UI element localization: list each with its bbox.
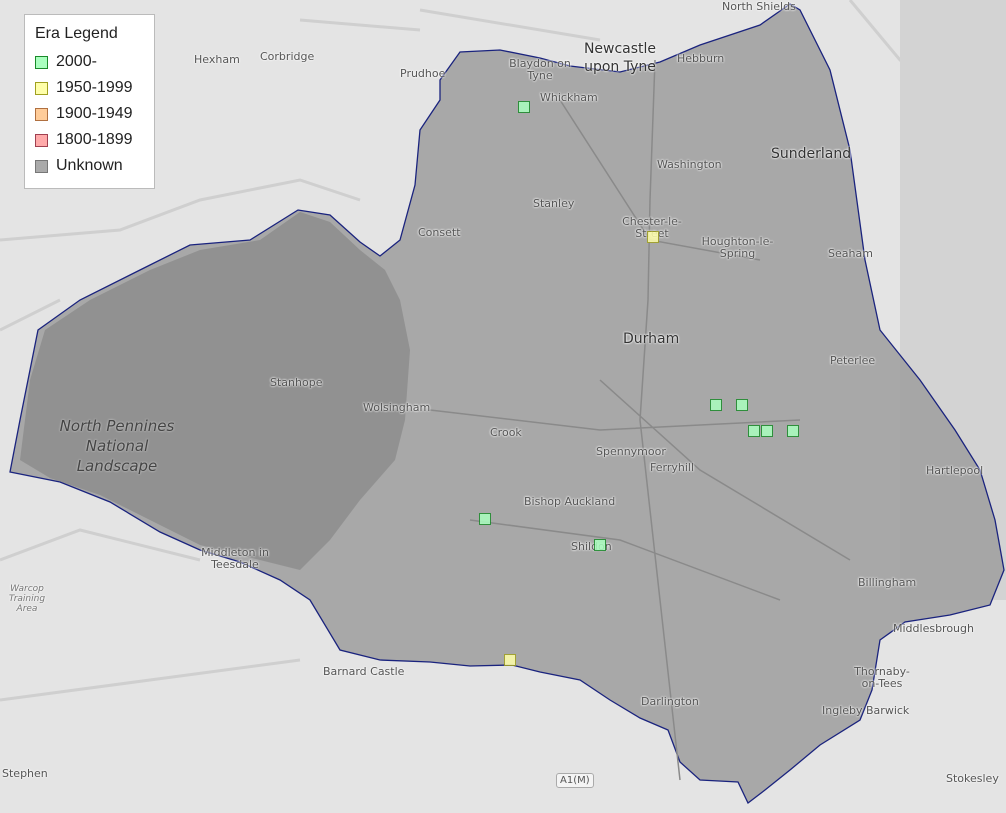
place-label: Hartlepool [926,464,984,477]
legend-title: Era Legend [35,25,118,42]
legend-label: 1950-1999 [56,79,133,96]
era-legend: Era Legend 2000- 1950-1999 1900-1949 180… [24,14,155,189]
legend-swatch [35,107,48,121]
place-label: Sunderland [771,146,852,162]
place-label: Middleton in Teesdale [201,546,269,571]
marker-2000[interactable] [518,101,530,113]
legend-label: 2000- [56,53,97,70]
place-label: North Shields [722,0,796,13]
place-label: Stokesley [946,772,999,785]
place-label: Hebburn [677,52,725,65]
legend-label: 1900-1949 [56,105,133,122]
place-label: Whickham [540,91,598,104]
national-park-area [20,212,410,570]
legend-item-1900-1949: 1900-1949 [35,101,144,127]
place-label: Hexham [194,53,240,66]
place-label: Houghton-le-Spring [701,235,774,260]
place-label: Ferryhill [650,461,694,474]
legend-swatch [35,81,48,95]
legend-item-2000: 2000- [35,49,144,75]
marker-1950-1999[interactable] [647,231,659,243]
legend-label: 1800-1899 [56,131,133,148]
county-durham-boundary[interactable] [9,3,1005,805]
place-label: Durham [623,331,680,347]
place-label: Bishop Auckland [524,495,616,508]
road-shield-a1m: A1(M) [556,773,594,788]
place-label: Consett [418,226,461,239]
marker-2000[interactable] [736,399,748,411]
place-name: Newcastle upon Tyne [583,41,657,75]
marker-2000[interactable] [748,425,760,437]
place-label: Ingleby Barwick [822,704,910,717]
legend-swatch [35,133,48,147]
place-label: Seaham [828,247,873,260]
marker-2000[interactable] [710,399,722,411]
place-label: Thornaby-on-Tees [854,665,910,690]
legend-label: Unknown [56,157,123,174]
place-label: Newcastle upon Tyne [580,40,660,76]
place-label: Stanley [533,197,575,210]
place-label: Wolsingham [363,401,431,414]
place-label: Corbridge [260,50,315,63]
marker-2000[interactable] [761,425,773,437]
place-label: Blaydon on Tyne [509,57,571,82]
legend-swatch [35,159,48,173]
place-label: Prudhoe [400,67,446,80]
place-label: Barnard Castle [323,665,405,678]
place-label: Peterlee [830,354,876,367]
marker-1950-1999[interactable] [504,654,516,666]
warcop-label: Warcop Training Area [8,584,46,614]
place-label: Washington [657,158,722,171]
place-label: Middlesbrough [893,622,974,635]
place-label: Spennymoor [596,445,666,458]
marker-2000[interactable] [787,425,799,437]
park-label: North Pennines National Landscape [59,417,175,475]
place-label: Stephen [2,767,48,780]
marker-2000[interactable] [594,539,606,551]
legend-item-1800-1899: 1800-1899 [35,127,144,153]
place-label: Crook [490,426,522,439]
legend-item-unknown: Unknown [35,153,144,179]
place-label: Stanhope [270,376,323,389]
place-label: Darlington [641,695,699,708]
marker-2000[interactable] [479,513,491,525]
legend-item-1950-1999: 1950-1999 [35,75,144,101]
legend-swatch [35,55,48,69]
place-label: Billingham [858,576,917,589]
